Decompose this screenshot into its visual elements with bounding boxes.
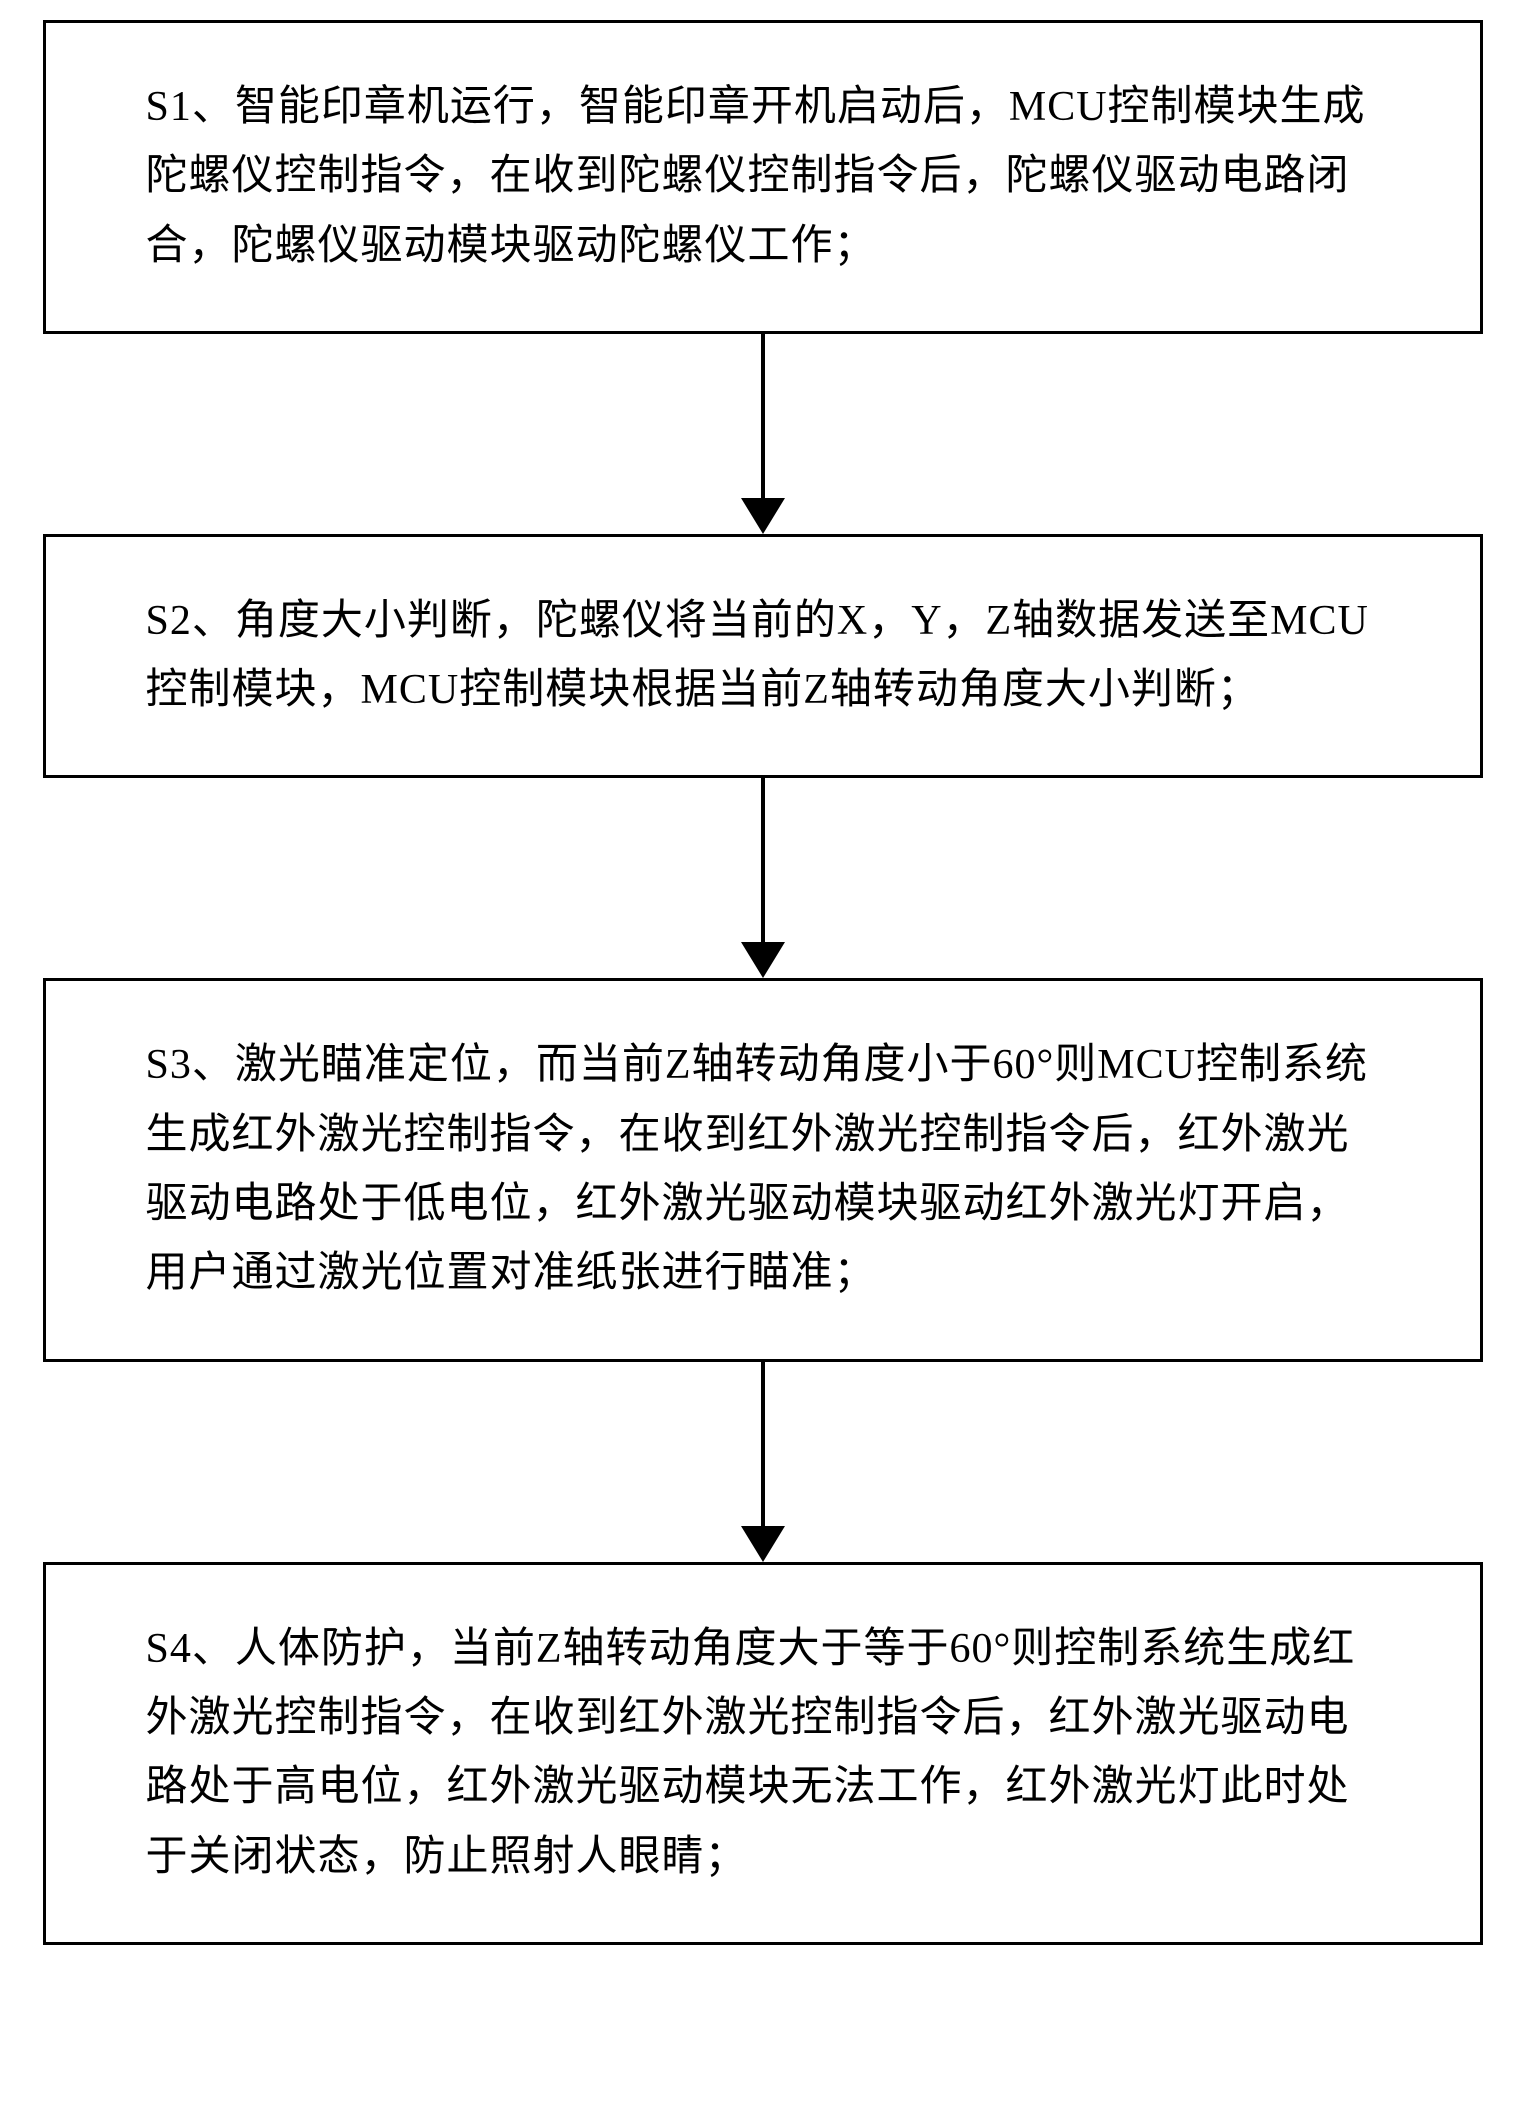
- flowchart-node-s2: S2、角度大小判断，陀螺仪将当前的X，Y，Z轴数据发送至MCU控制模块，MCU控…: [43, 534, 1483, 779]
- node-s1-text: S1、智能印章机运行，智能印章开机启动后，MCU控制模块生成陀螺仪控制指令，在收…: [146, 73, 1380, 281]
- flowchart-node-s4: S4、人体防护，当前Z轴转动角度大于等于60°则控制系统生成红外激光控制指令，在…: [43, 1562, 1483, 1945]
- connector-line: [761, 334, 765, 498]
- connector-line: [761, 1362, 765, 1526]
- arrow-down-icon: [741, 498, 785, 534]
- flowchart-container: S1、智能印章机运行，智能印章开机启动后，MCU控制模块生成陀螺仪控制指令，在收…: [43, 20, 1483, 1945]
- node-s3-text: S3、激光瞄准定位，而当前Z轴转动角度小于60°则MCU控制系统生成红外激光控制…: [146, 1031, 1380, 1308]
- flowchart-connector-1: [741, 334, 785, 534]
- flowchart-node-s1: S1、智能印章机运行，智能印章开机启动后，MCU控制模块生成陀螺仪控制指令，在收…: [43, 20, 1483, 334]
- node-s4-text: S4、人体防护，当前Z轴转动角度大于等于60°则控制系统生成红外激光控制指令，在…: [146, 1615, 1380, 1892]
- arrow-down-icon: [741, 1526, 785, 1562]
- flowchart-connector-2: [741, 778, 785, 978]
- connector-line: [761, 778, 765, 942]
- arrow-down-icon: [741, 942, 785, 978]
- flowchart-node-s3: S3、激光瞄准定位，而当前Z轴转动角度小于60°则MCU控制系统生成红外激光控制…: [43, 978, 1483, 1361]
- flowchart-connector-3: [741, 1362, 785, 1562]
- node-s2-text: S2、角度大小判断，陀螺仪将当前的X，Y，Z轴数据发送至MCU控制模块，MCU控…: [146, 587, 1380, 726]
